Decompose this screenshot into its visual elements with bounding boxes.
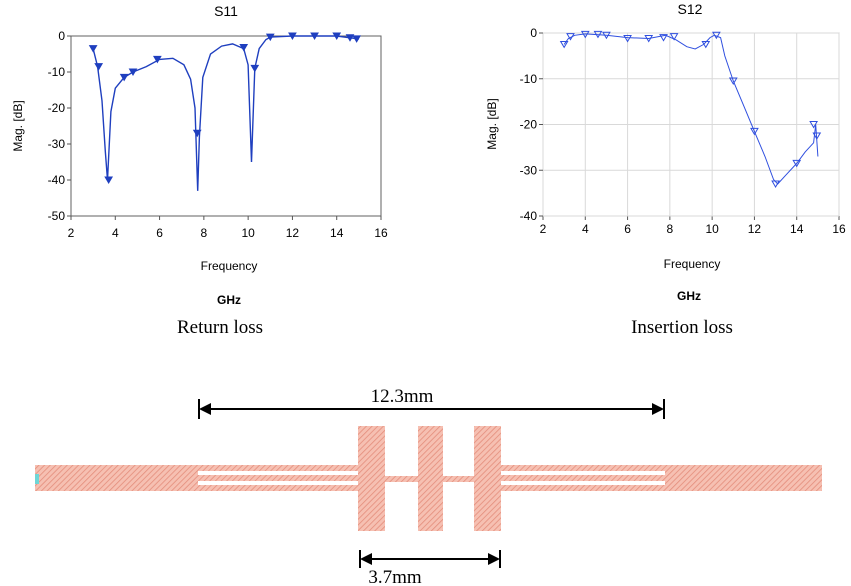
data-point xyxy=(88,45,98,53)
data-point xyxy=(128,68,138,76)
coupled-lines-right xyxy=(501,465,665,491)
x-tick-label: 10 xyxy=(241,226,255,240)
series-markers xyxy=(88,32,362,184)
y-tick-label: -20 xyxy=(520,118,538,132)
y-tick-labels: 0 -10 -20 -30 -40 -50 xyxy=(48,29,66,223)
data-point xyxy=(310,32,319,40)
x-tick-label: 6 xyxy=(156,226,163,240)
y-tick-label: -30 xyxy=(520,163,538,177)
chart-s12: S12 0 -10 -20 -30 -40 2 4 6 8 10 12 14 16 Mag. [dB]… xyxy=(485,1,846,338)
x-tick-label: 14 xyxy=(790,222,804,236)
data-point xyxy=(566,33,575,41)
data-point xyxy=(812,132,822,140)
y-tick-label: -40 xyxy=(520,209,538,223)
resonator-pad xyxy=(418,426,443,531)
x-tick-labels: 2 4 6 8 10 12 14 16 xyxy=(68,226,388,240)
y-tick-label: -40 xyxy=(48,173,66,187)
x-tick-label: 6 xyxy=(624,222,631,236)
data-point xyxy=(192,129,202,138)
series-markers xyxy=(559,30,822,188)
data-point xyxy=(94,63,104,71)
filter-layout-diagram: 12.3mm 3.7mm xyxy=(35,386,822,586)
x-tick-label: 16 xyxy=(832,222,846,236)
data-point xyxy=(771,180,780,188)
data-point xyxy=(332,32,342,40)
data-point xyxy=(119,73,129,82)
x-tick-label: 2 xyxy=(540,222,547,236)
x-tick-label: 12 xyxy=(748,222,762,236)
x-tick-labels: 2 4 6 8 10 12 14 16 xyxy=(540,222,846,236)
y-tick-label: -50 xyxy=(48,209,66,223)
y-tick-label: 0 xyxy=(58,29,65,43)
plot-area xyxy=(70,35,382,217)
x-tick-label: 4 xyxy=(112,226,119,240)
data-point xyxy=(644,34,654,43)
chart-caption: Return loss xyxy=(177,317,263,338)
data-point xyxy=(750,127,759,136)
connecting-line xyxy=(385,476,418,482)
data-point xyxy=(602,31,611,40)
coupled-lines-left xyxy=(198,465,358,491)
y-tick-label: -10 xyxy=(48,65,66,79)
chart-caption: Insertion loss xyxy=(631,317,733,338)
data-point xyxy=(265,33,275,42)
data-point xyxy=(559,40,569,49)
x-axis-label: Frequency xyxy=(201,259,258,273)
data-point xyxy=(792,159,802,168)
data-point xyxy=(809,121,818,129)
dimension-total: 12.3mm xyxy=(198,386,665,419)
resonator-pad xyxy=(358,426,385,531)
data-point xyxy=(669,33,679,41)
port-marker xyxy=(35,474,39,484)
data-point xyxy=(250,64,260,73)
x-tick-label: 8 xyxy=(667,222,674,236)
input-feed-line xyxy=(35,465,198,491)
dimension-total-label: 12.3mm xyxy=(371,386,434,407)
data-point xyxy=(712,31,721,40)
data-point xyxy=(288,32,297,40)
y-tick-label: -30 xyxy=(48,137,66,151)
y-tick-label: 0 xyxy=(530,26,537,40)
chart-title: S11 xyxy=(214,3,238,19)
y-tick-label: -10 xyxy=(520,72,538,86)
x-tick-label: 2 xyxy=(68,226,75,240)
data-point xyxy=(104,176,114,184)
y-tick-label: -20 xyxy=(48,101,66,115)
gridlines xyxy=(67,35,382,220)
x-tick-label: 4 xyxy=(582,222,589,236)
y-tick-labels: 0 -10 -20 -30 -40 xyxy=(520,26,538,223)
data-point xyxy=(580,30,590,39)
y-axis-label: Mag. [dB] xyxy=(485,98,499,149)
resonator-pad xyxy=(474,426,501,531)
x-tick-label: 16 xyxy=(374,226,388,240)
x-tick-label: 14 xyxy=(330,226,344,240)
data-point xyxy=(728,77,738,86)
data-point xyxy=(659,34,668,42)
y-axis-label: Mag. [dB] xyxy=(11,100,25,151)
output-feed-line xyxy=(665,465,822,491)
data-point xyxy=(701,40,711,49)
x-unit-label: GHz xyxy=(217,293,241,307)
x-tick-label: 8 xyxy=(201,226,208,240)
x-tick-label: 10 xyxy=(705,222,719,236)
data-point xyxy=(352,35,362,43)
x-tick-label: 12 xyxy=(286,226,300,240)
x-unit-label: GHz xyxy=(677,289,701,303)
chart-title: S12 xyxy=(678,1,703,17)
dimension-inner: 3.7mm xyxy=(359,550,501,586)
data-point xyxy=(345,34,355,42)
dimension-inner-label: 3.7mm xyxy=(368,567,422,586)
chart-s11: S11 0 -10 -20 -30 -40 -50 2 4 6 8 10 12 14 16 Mag. [… xyxy=(11,3,388,338)
connecting-line xyxy=(443,476,474,482)
x-axis-label: Frequency xyxy=(664,257,721,271)
data-point xyxy=(623,34,632,43)
data-point xyxy=(152,55,162,64)
data-point xyxy=(239,44,249,52)
data-point xyxy=(593,30,603,39)
